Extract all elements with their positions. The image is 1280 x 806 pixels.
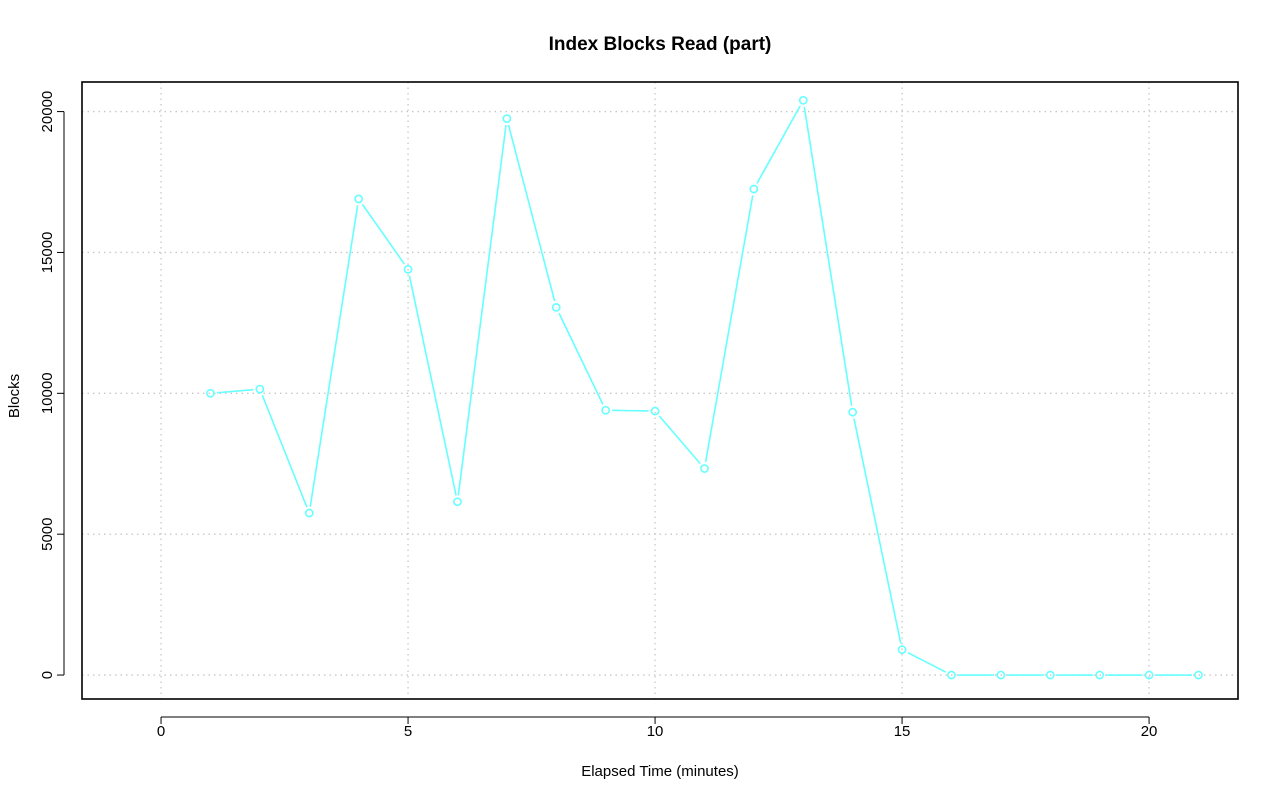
series-line-segment xyxy=(309,205,359,507)
x-tick-label: 15 xyxy=(894,723,911,740)
y-tick-label: 10000 xyxy=(39,372,56,414)
y-axis-label: Blocks xyxy=(6,374,23,418)
series-line-segment xyxy=(558,312,604,405)
y-tick-label: 0 xyxy=(39,671,56,679)
series-line-segment xyxy=(907,651,947,673)
data-point-marker xyxy=(700,464,709,473)
grid-lines xyxy=(82,82,1238,699)
series-line-segment xyxy=(658,415,701,465)
data-point-marker xyxy=(206,388,215,398)
data-point-marker xyxy=(798,95,808,105)
data-point-marker xyxy=(255,384,265,394)
series-line-segment xyxy=(507,124,556,302)
data-point-marker xyxy=(650,406,660,416)
series-line-segment xyxy=(612,409,649,412)
x-tick-label: 10 xyxy=(647,723,664,740)
series-line-segment xyxy=(261,394,308,508)
data-point-marker xyxy=(1194,670,1203,680)
series-line-segment xyxy=(408,275,457,496)
data-point-marker xyxy=(996,670,1006,680)
series-line-segment xyxy=(457,124,507,496)
data-point-marker xyxy=(502,114,512,124)
data-point-marker xyxy=(354,194,364,204)
x-tick-label: 20 xyxy=(1141,723,1158,740)
y-tick-label: 5000 xyxy=(39,517,56,550)
data-point-marker xyxy=(1144,670,1154,680)
y-tick-label: 15000 xyxy=(39,232,56,274)
axes: 0 5 10 15 20 0 5000 10000 15000 20000 xyxy=(39,91,1157,740)
data-point-marker xyxy=(403,264,413,274)
data-point-marker xyxy=(1095,670,1105,680)
data-point-marker xyxy=(551,302,561,312)
x-axis-label: Elapsed Time (minutes) xyxy=(581,763,739,780)
data-point-marker xyxy=(749,184,759,194)
y-tick-label: 20000 xyxy=(39,91,56,133)
series-line-segment xyxy=(853,418,902,644)
series-line-segment xyxy=(803,106,853,406)
series-line-segment xyxy=(756,105,801,184)
chart-title: Index Blocks Read (part) xyxy=(549,34,772,55)
data-point-marker xyxy=(897,645,907,655)
data-point-marker xyxy=(304,508,314,518)
x-tick-label: 5 xyxy=(404,723,412,740)
data-point-marker xyxy=(848,407,858,417)
data-point-marker xyxy=(947,670,956,680)
data-series xyxy=(206,95,1203,680)
series-line-segment xyxy=(704,195,754,463)
series-line-segment xyxy=(361,203,405,265)
data-point-marker xyxy=(601,405,611,415)
x-tick-label: 0 xyxy=(157,723,165,740)
plot-frame xyxy=(81,81,1239,700)
series-line-segment xyxy=(216,388,254,394)
data-point-marker xyxy=(1045,670,1055,680)
data-point-marker xyxy=(453,497,462,507)
